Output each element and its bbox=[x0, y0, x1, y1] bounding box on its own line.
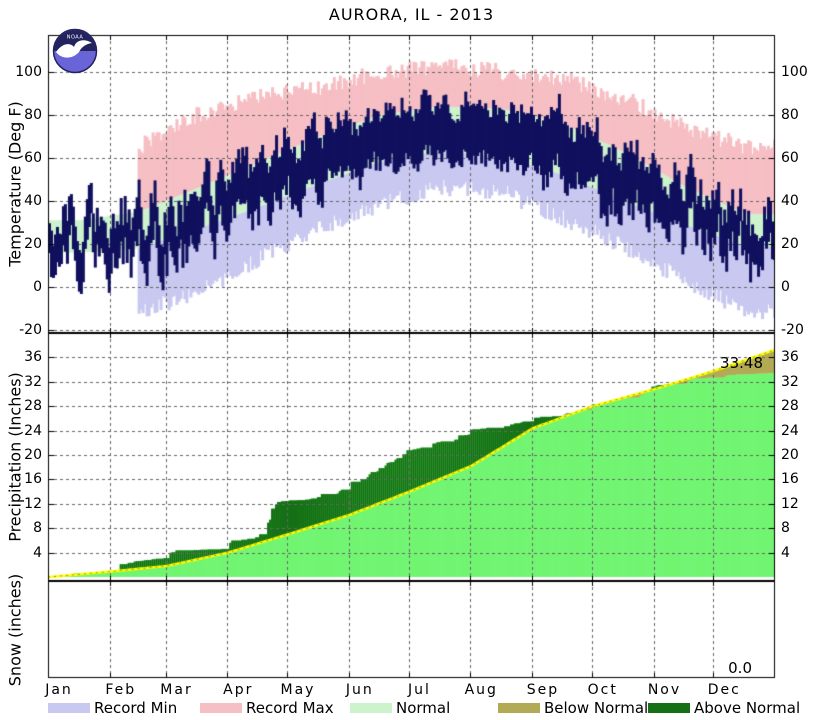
noaa-logo: NOAA bbox=[52, 28, 98, 74]
noaa-gull-icon bbox=[56, 40, 92, 58]
noaa-logo-text: NOAA bbox=[67, 35, 84, 41]
